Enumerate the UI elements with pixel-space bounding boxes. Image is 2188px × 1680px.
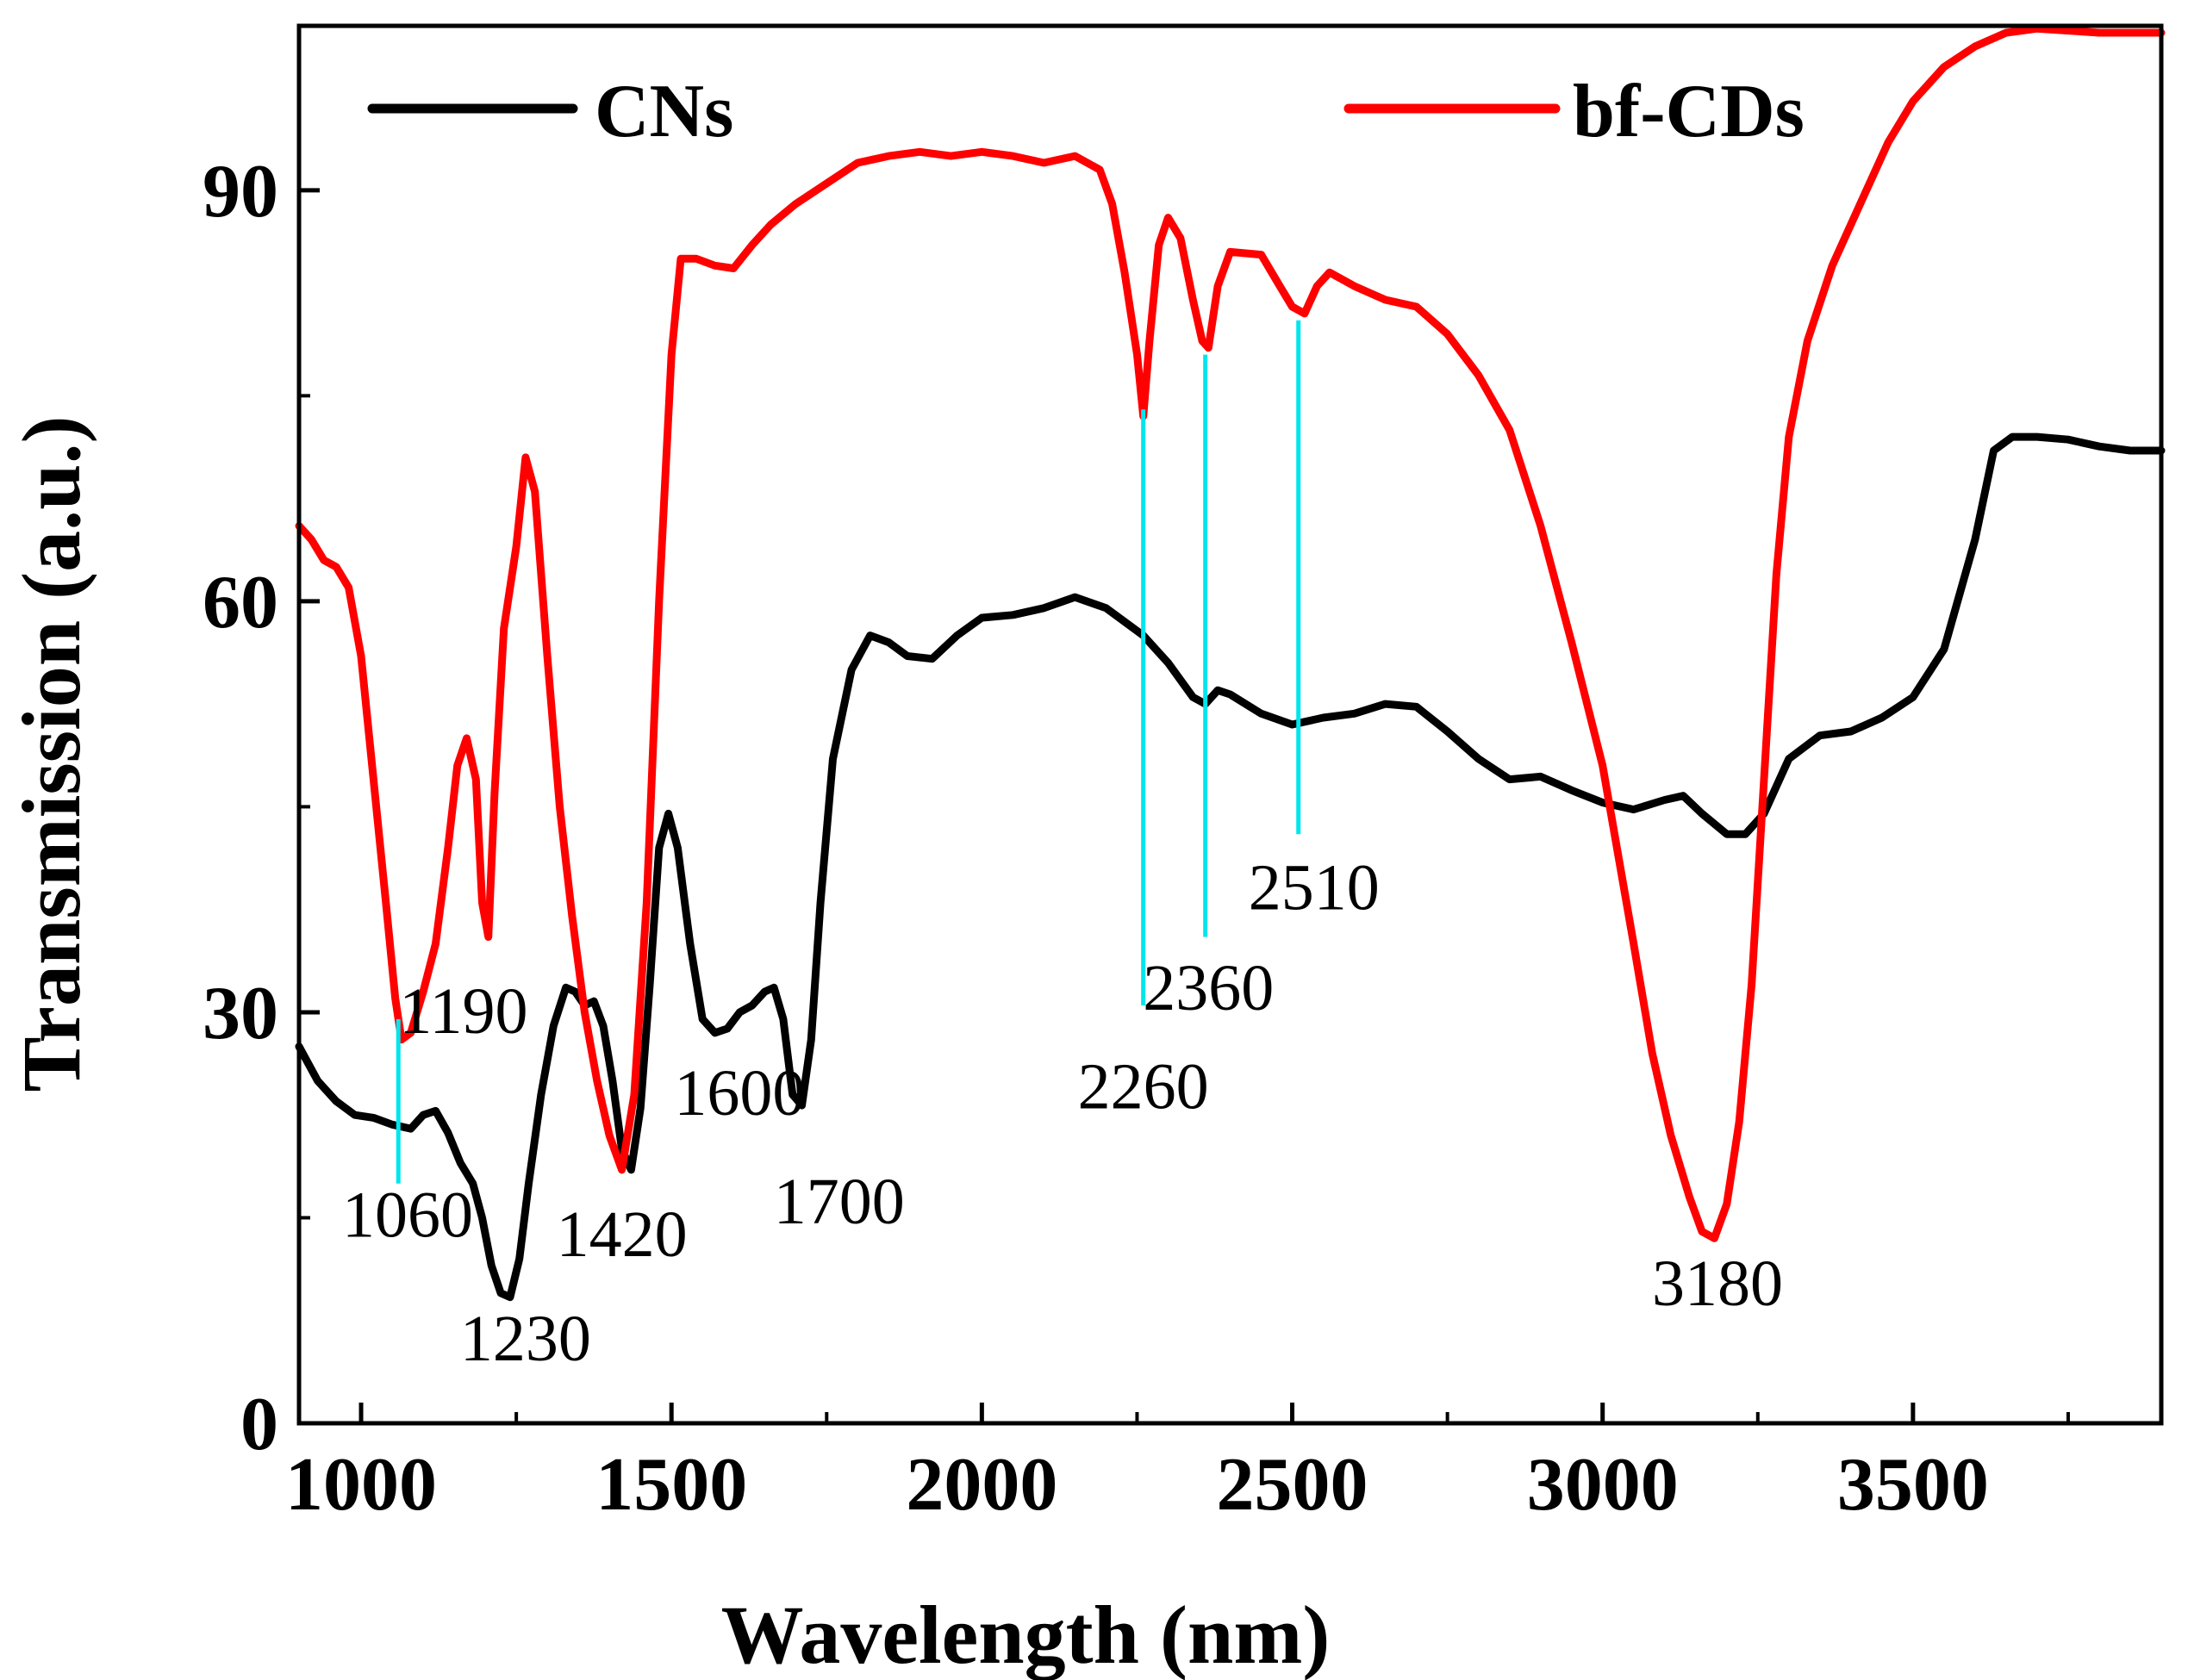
x-tick-label: 2000 — [906, 1443, 1057, 1527]
peak-label-1060: 1060 — [342, 1179, 473, 1252]
x-axis-title: Wavelength (nm) — [721, 1589, 1331, 1680]
series-line-bf-cds — [295, 24, 2166, 1242]
plot-frame — [296, 23, 2164, 1426]
peak-label-3180: 3180 — [1652, 1248, 1783, 1320]
y-tick-label: 60 — [203, 561, 278, 644]
peak-label-1600: 1600 — [674, 1057, 805, 1129]
x-tick-label: 3000 — [1527, 1443, 1679, 1527]
x-tick-label: 1000 — [285, 1443, 437, 1527]
legend: CNs bf-CDs — [367, 70, 1805, 153]
x-tick-label: 3500 — [1837, 1443, 1989, 1527]
x-tick-label: 2500 — [1217, 1443, 1368, 1527]
peak-label-1700: 1700 — [774, 1166, 905, 1238]
peak-label-1230: 1230 — [460, 1303, 591, 1375]
annotation-layer: 1060 1190 1230 1420 1600 1700 2260 2360 2510 3180 — [342, 320, 1783, 1375]
tick-layer: 1000 1500 2000 2500 3000 3500 0 30 60 90 — [203, 150, 2070, 1527]
peak-label-1190: 1190 — [399, 975, 527, 1048]
peak-label-1420: 1420 — [557, 1198, 688, 1271]
x-tick-label: 1500 — [595, 1443, 747, 1527]
y-tick-label: 90 — [203, 150, 278, 233]
series-line-cns — [295, 432, 2166, 1302]
y-tick-label: 0 — [240, 1383, 278, 1466]
peak-label-2260: 2260 — [1078, 1050, 1209, 1123]
legend-label-cns: CNs — [595, 70, 733, 153]
peak-label-2360: 2360 — [1143, 952, 1274, 1024]
y-axis-title: Transmission (a.u.) — [5, 415, 97, 1092]
y-tick-label: 30 — [203, 972, 278, 1055]
series-layer — [295, 24, 2166, 1302]
peak-label-2510: 2510 — [1249, 852, 1380, 924]
legend-label-bf-cds: bf-CDs — [1573, 70, 1805, 153]
